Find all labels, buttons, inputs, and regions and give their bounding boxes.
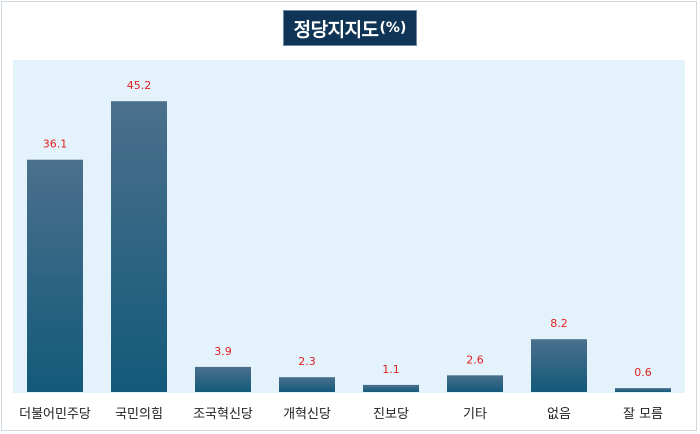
bar-6 [447,375,503,392]
bar-7 [531,339,587,392]
category-label-5: 진보당 [373,407,409,422]
bar-1 [27,159,83,392]
value-label-6: 2.6 [466,353,484,366]
category-label-2: 국민의힘 [115,407,163,422]
bar-3 [195,366,251,392]
value-label-3: 3.9 [214,345,232,358]
value-label-1: 36.1 [43,138,68,151]
chart-title: 정당지지도 (%) [283,10,417,46]
value-label-7: 8.2 [550,317,568,330]
chart-title-text: 정당지지도 [293,18,379,41]
category-label-8: 잘 모름 [623,407,663,422]
bar-5 [363,384,419,392]
category-label-1: 더불어민주당 [19,407,91,422]
category-label-6: 기타 [463,407,487,422]
bars-group [27,101,671,392]
bar-8 [615,388,671,392]
bar-2 [111,101,167,392]
value-labels-group: 36.1 45.2 3.9 2.3 1.1 2.6 8.2 0.6 [43,79,652,379]
value-label-2: 45.2 [127,79,152,92]
bar-4 [279,377,335,392]
value-label-4: 2.3 [298,355,316,368]
chart-title-unit: (%) [379,20,407,36]
category-label-4: 개혁신당 [283,407,331,422]
category-labels-group: 더불어민주당 국민의힘 조국혁신당 개혁신당 진보당 기타 없음 잘 모름 [19,407,663,422]
category-label-3: 조국혁신당 [193,407,253,422]
category-label-7: 없음 [547,407,571,422]
value-label-5: 1.1 [382,363,400,376]
value-label-8: 0.6 [634,366,652,379]
